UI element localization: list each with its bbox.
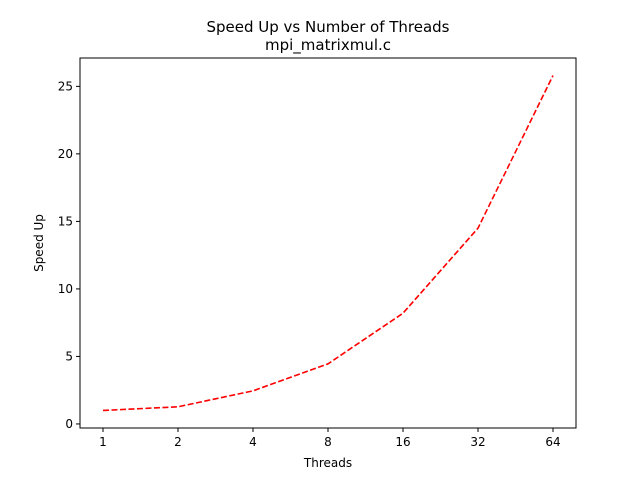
plot-area bbox=[102, 75, 554, 412]
y-tick-label: 0 bbox=[65, 417, 73, 431]
chart-subtitle: mpi_matrixmul.c bbox=[265, 36, 391, 55]
y-axis: 0 5 10 15 20 25 bbox=[58, 79, 80, 431]
axes-frame bbox=[79, 57, 577, 429]
y-axis-label: Speed Up bbox=[32, 214, 46, 272]
x-tick-label: 2 bbox=[174, 435, 182, 449]
chart-title: Speed Up vs Number of Threads bbox=[206, 18, 449, 36]
y-tick-label: 15 bbox=[58, 214, 73, 228]
x-tick-label: 8 bbox=[324, 435, 332, 449]
x-tick-label: 1 bbox=[99, 435, 107, 449]
speedup-series-line bbox=[102, 75, 554, 412]
y-tick-label: 25 bbox=[58, 79, 73, 93]
x-axis: 1 2 4 8 16 32 64 bbox=[99, 428, 561, 449]
x-axis-label: Threads bbox=[303, 456, 352, 470]
y-tick-label: 10 bbox=[58, 282, 73, 296]
x-tick-label: 16 bbox=[395, 435, 410, 449]
x-tick-label: 4 bbox=[249, 435, 257, 449]
x-tick-label: 64 bbox=[545, 435, 560, 449]
x-tick-label: 32 bbox=[470, 435, 485, 449]
y-tick-label: 20 bbox=[58, 147, 73, 161]
y-tick-label: 5 bbox=[65, 349, 73, 363]
